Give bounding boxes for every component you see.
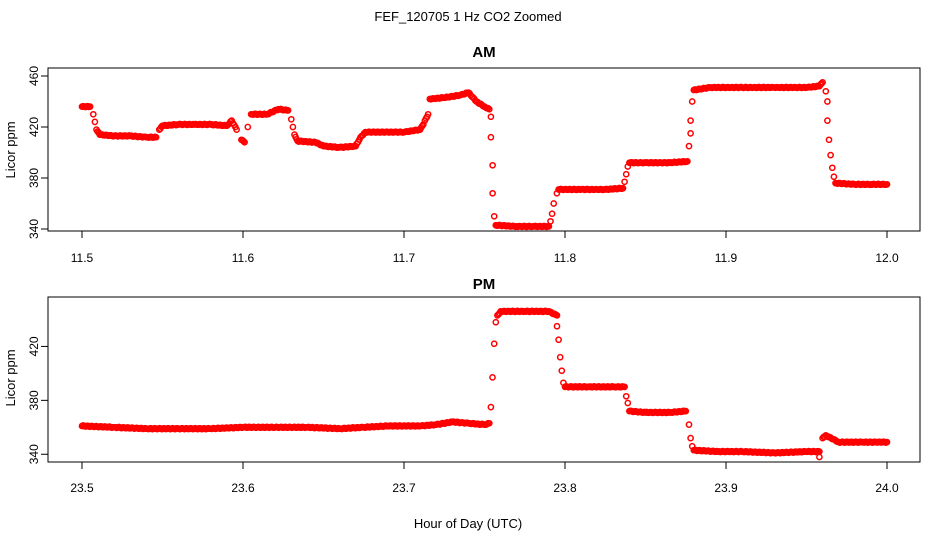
panel-pm-points xyxy=(78,307,891,461)
am-data-point xyxy=(688,98,696,105)
panel-pm-frame xyxy=(47,296,921,463)
panel-pm-x-axis: 23.5 23.6 23.7 23.8 23.9 24.0 xyxy=(70,461,899,495)
am-y-tick-label: 420 xyxy=(27,117,41,137)
pm-x-tick-label: 23.9 xyxy=(714,481,738,495)
am-data-point xyxy=(244,123,252,131)
am-data-point xyxy=(819,79,826,86)
pm-data-point xyxy=(555,336,562,344)
am-data-point xyxy=(490,212,498,220)
am-data-point xyxy=(485,105,493,113)
am-data-point xyxy=(240,137,247,145)
am-data-point xyxy=(685,142,693,150)
am-data-point xyxy=(822,87,830,95)
x-axis-label: Hour of Day (UTC) xyxy=(414,516,522,531)
am-data-point xyxy=(86,103,94,110)
am-data-point xyxy=(830,173,838,181)
pm-data-point xyxy=(816,453,823,461)
am-data-point xyxy=(825,136,833,144)
am-data-point xyxy=(233,126,240,133)
panel-am-frame xyxy=(47,67,921,232)
pm-data-point xyxy=(621,383,628,391)
am-data-point xyxy=(487,113,495,121)
pm-x-tick-label: 23.5 xyxy=(70,481,94,495)
am-data-point xyxy=(621,178,628,186)
am-x-tick-label: 11.6 xyxy=(232,251,255,265)
panel-pm: PM Licor ppm 23.5 23.6 23.7 23.8 23.9 24.0 34… xyxy=(3,276,921,495)
am-data-point xyxy=(687,117,694,124)
am-data-point xyxy=(424,110,432,118)
pm-y-tick-label: 380 xyxy=(27,390,41,410)
am-data-point xyxy=(489,161,496,169)
am-y-tick-label: 380 xyxy=(27,168,41,188)
am-data-point xyxy=(284,107,292,114)
am-data-point xyxy=(818,80,825,87)
pm-data-point xyxy=(489,374,496,381)
pm-x-tick-label: 23.6 xyxy=(231,481,255,495)
am-data-point xyxy=(684,158,691,165)
am-data-point xyxy=(824,98,831,105)
panel-am-title: AM xyxy=(472,44,495,61)
panel-am-ylabel: Licor ppm xyxy=(3,121,18,178)
pm-x-tick-label: 23.8 xyxy=(553,481,577,495)
am-x-tick-label: 12.0 xyxy=(875,251,899,265)
pm-data-point xyxy=(624,399,632,407)
am-y-tick-label: 340 xyxy=(27,219,41,239)
pm-data-point xyxy=(485,419,493,427)
pm-x-tick-label: 24.0 xyxy=(875,481,899,495)
am-data-point xyxy=(152,133,160,141)
am-x-tick-label: 11.8 xyxy=(554,251,577,265)
pm-data-point xyxy=(622,392,630,400)
am-x-tick-label: 11.5 xyxy=(71,251,94,265)
pm-data-point xyxy=(558,367,566,375)
am-y-tick-label: 460 xyxy=(27,66,41,86)
am-data-point xyxy=(489,189,496,197)
pm-data-point xyxy=(553,322,561,330)
pm-data-point xyxy=(685,421,693,428)
am-data-point xyxy=(287,115,295,123)
panel-pm-ylabel: Licor ppm xyxy=(3,349,18,406)
figure-title: FEF_120705 1 Hz CO2 Zoomed xyxy=(374,9,561,24)
am-data-point xyxy=(550,200,558,207)
pm-data-point xyxy=(687,434,694,442)
am-data-point xyxy=(289,123,297,131)
am-data-point xyxy=(548,210,556,218)
panel-am: AM Licor ppm 11.5 11.6 11.7 11.8 11.9 12.0 34… xyxy=(3,44,921,265)
pm-y-tick-label: 340 xyxy=(27,444,41,464)
am-data-point xyxy=(824,117,831,124)
am-data-point xyxy=(91,118,99,126)
pm-x-tick-label: 23.7 xyxy=(392,481,416,495)
pm-y-tick-label: 420 xyxy=(27,336,41,356)
pm-data-point xyxy=(492,318,500,326)
pm-data-point xyxy=(553,312,561,319)
am-data-point xyxy=(687,130,694,137)
am-x-tick-label: 11.7 xyxy=(393,251,416,265)
am-data-point xyxy=(547,217,554,225)
pm-data-point xyxy=(556,353,564,361)
pm-data-point xyxy=(682,407,690,415)
am-data-point xyxy=(89,110,97,118)
panel-pm-title: PM xyxy=(473,276,496,293)
pm-data-point xyxy=(487,403,495,411)
am-data-point xyxy=(241,138,248,146)
panel-pm-y-axis: 340 380 420 xyxy=(27,336,49,464)
am-data-point xyxy=(619,184,627,192)
am-x-tick-label: 11.9 xyxy=(715,251,738,265)
am-data-point xyxy=(828,164,836,172)
panel-am-x-axis: 11.5 11.6 11.7 11.8 11.9 12.0 xyxy=(71,230,899,265)
pm-data-point xyxy=(490,340,498,348)
panel-am-points xyxy=(78,79,891,231)
am-data-point xyxy=(827,151,834,159)
am-data-point xyxy=(487,133,495,141)
am-data-point xyxy=(883,181,891,188)
panel-am-y-axis: 340 380 420 460 xyxy=(27,66,49,239)
pm-data-point xyxy=(883,438,891,446)
am-data-point xyxy=(622,170,630,178)
